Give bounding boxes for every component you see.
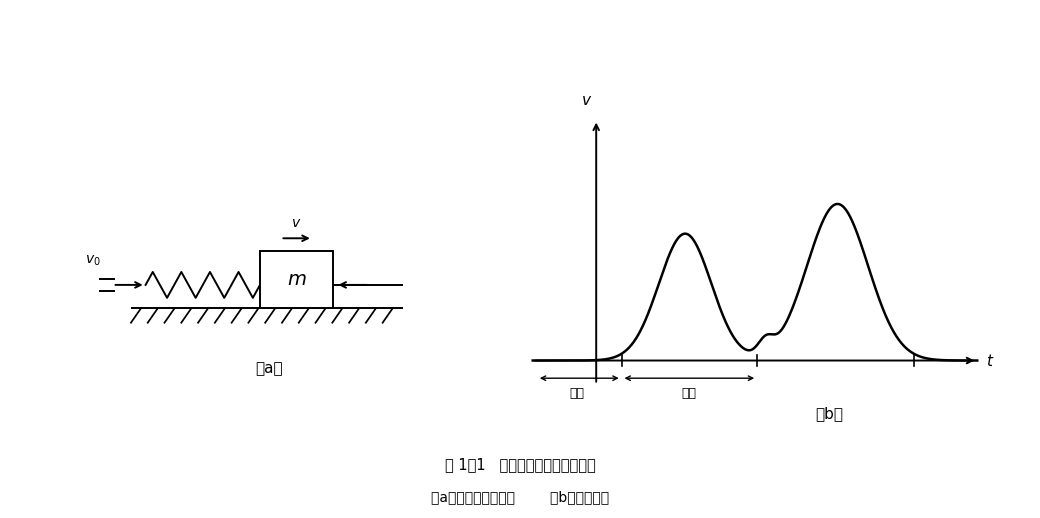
Bar	[260, 251, 333, 308]
Text: $v$: $v$	[580, 93, 592, 108]
Text: 停止: 停止	[570, 386, 584, 400]
Text: （a）质量－弹簧系统        （b）爬行速度: （a）质量－弹簧系统 （b）爬行速度	[431, 491, 609, 505]
Text: 图 1－1   液压马达爬行的物理模型: 图 1－1 液压马达爬行的物理模型	[445, 457, 595, 472]
Text: $v$: $v$	[291, 216, 302, 230]
Text: （a）: （a）	[256, 361, 283, 376]
Text: （b）: （b）	[815, 406, 843, 421]
Text: 运动: 运动	[682, 386, 697, 400]
Text: $v_0$: $v_0$	[85, 253, 101, 267]
Text: $t$: $t$	[986, 353, 994, 368]
Text: $m$: $m$	[287, 270, 307, 289]
